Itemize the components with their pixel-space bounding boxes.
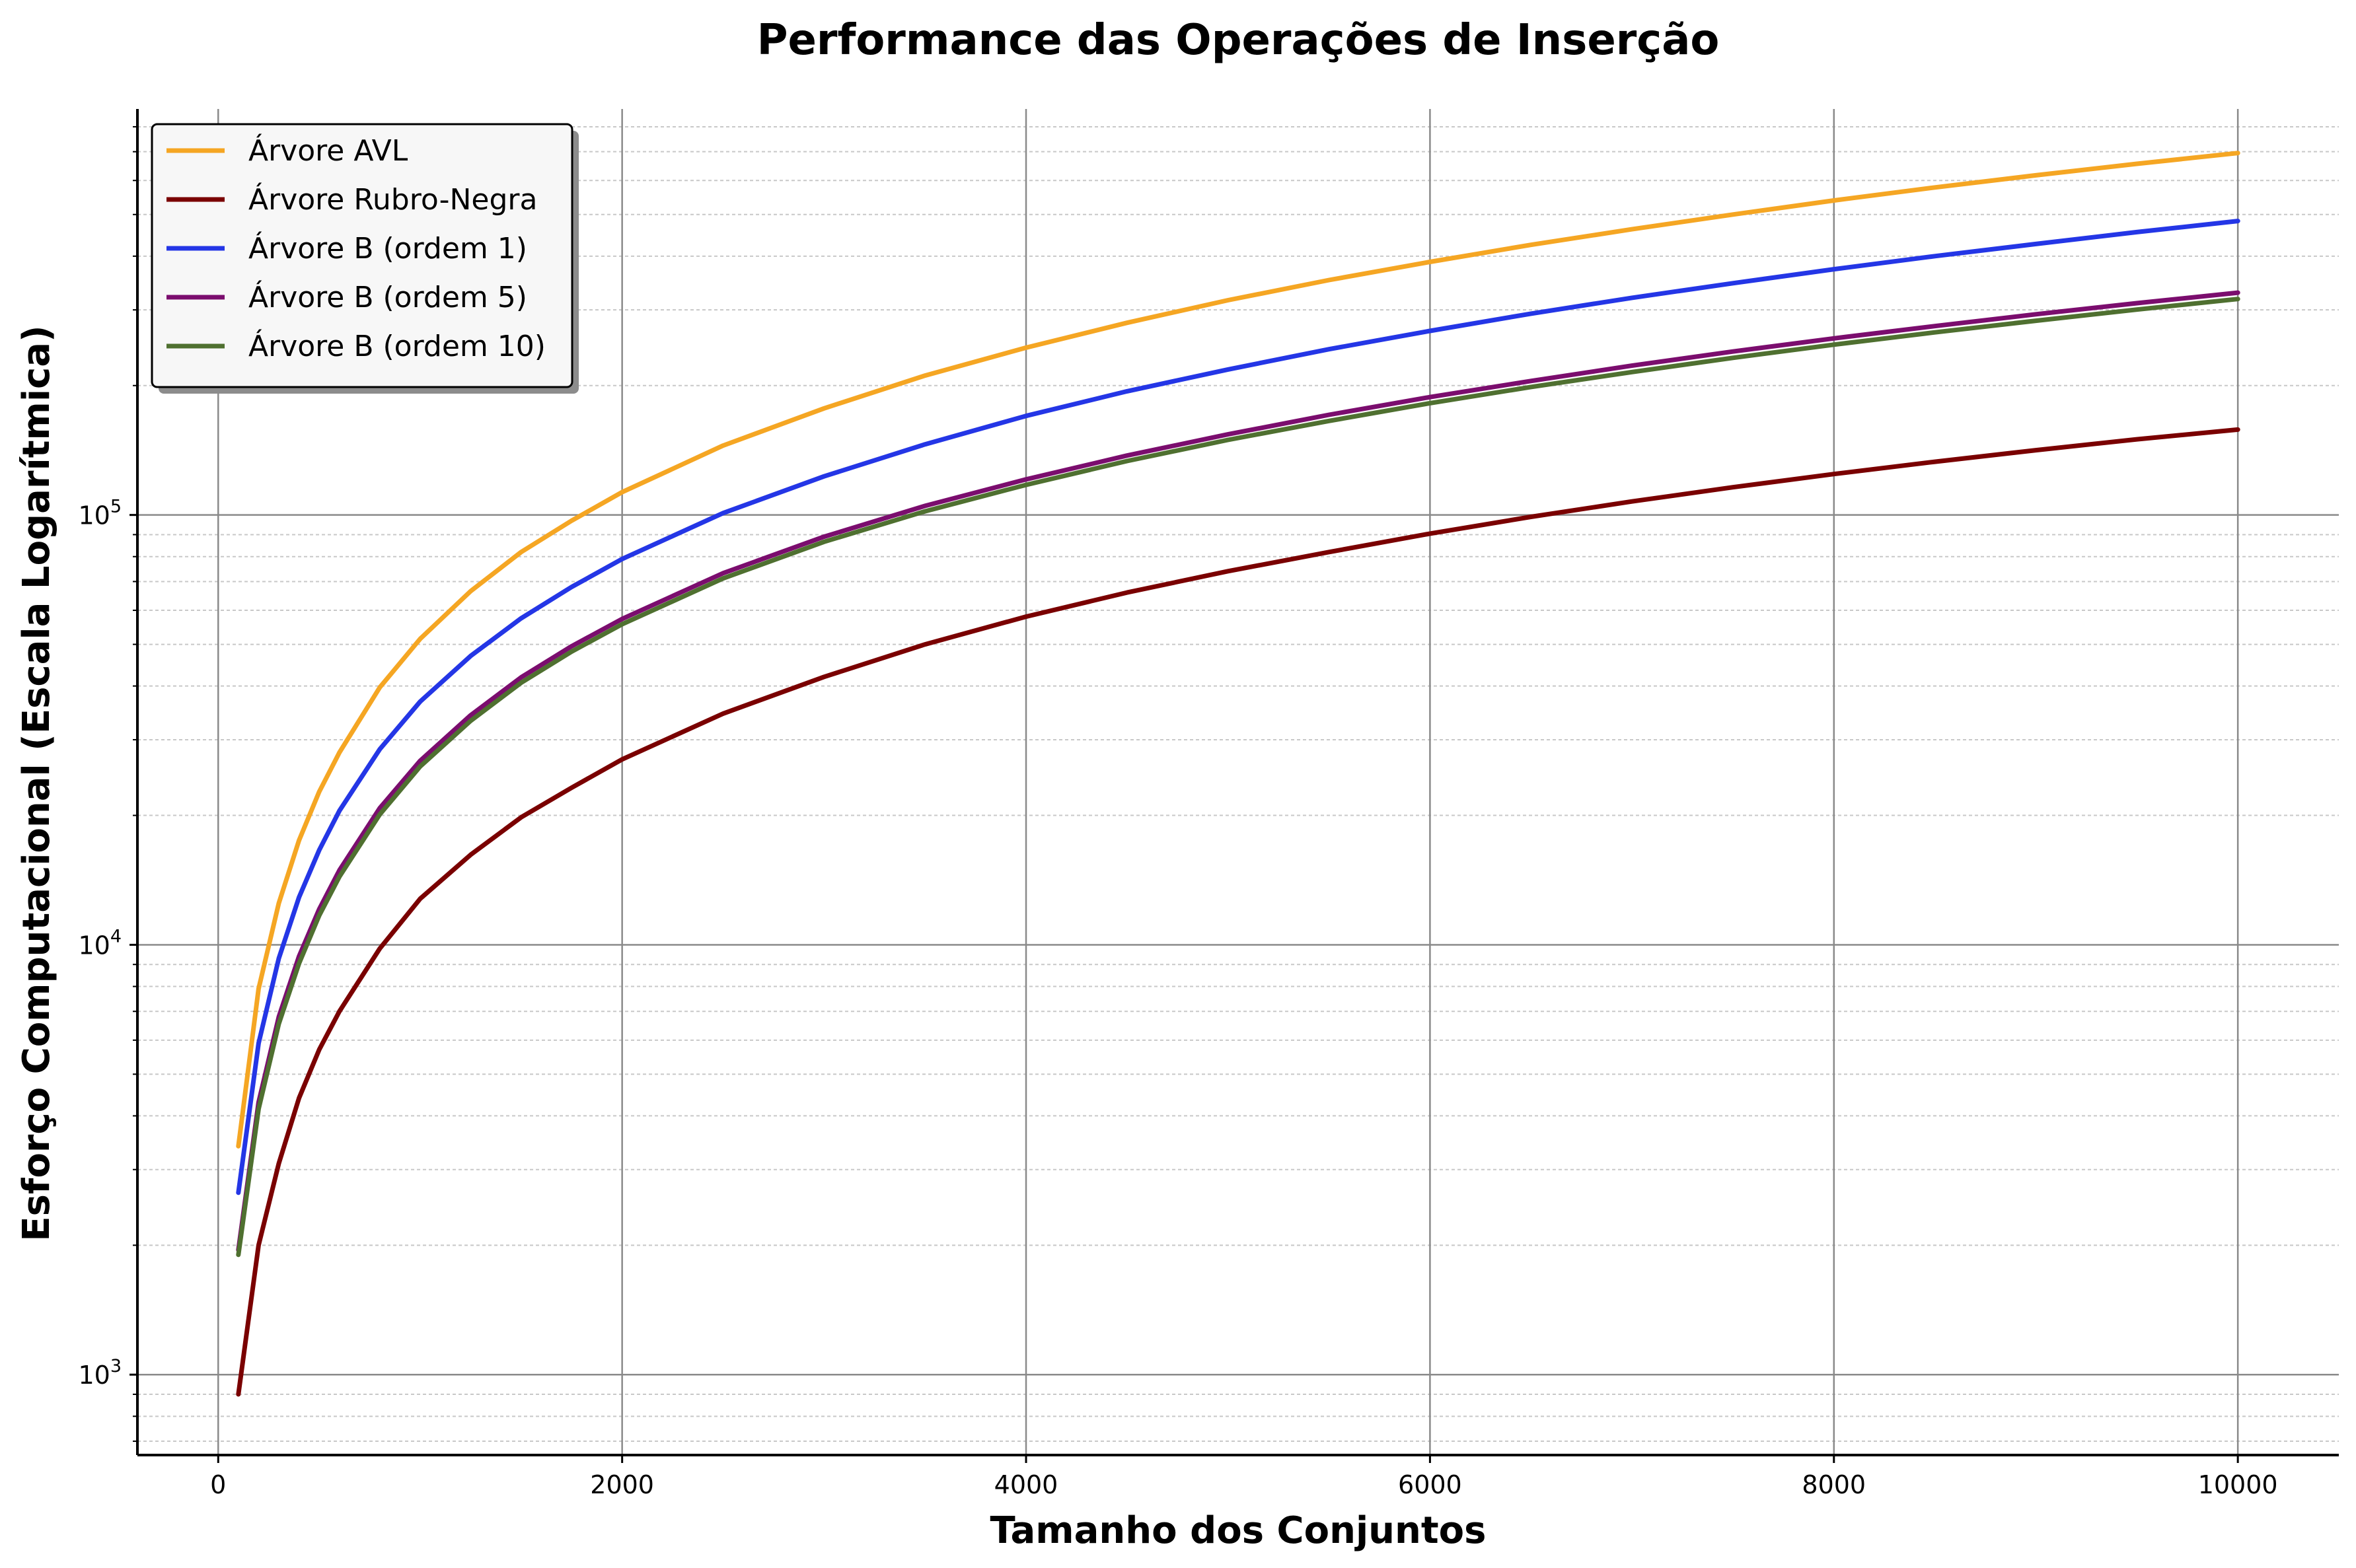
x-tick-label: 4000 (994, 1470, 1058, 1499)
x-tick-label: 0 (210, 1470, 226, 1499)
series-lines (236, 151, 2240, 1397)
x-tick-label: 2000 (590, 1470, 654, 1499)
legend-box (151, 123, 573, 388)
x-tick-label: 8000 (1802, 1470, 1866, 1499)
x-tick-label: 6000 (1398, 1470, 1462, 1499)
x-tick-label: 10000 (2198, 1470, 2278, 1499)
series-line-3 (236, 219, 2240, 1195)
series-line-4 (236, 290, 2240, 1252)
x-axis-label: Tamanho dos Conjuntos (990, 1509, 1487, 1552)
axes (129, 109, 2339, 1463)
legend-label: Árvore B (ordem 5) (248, 279, 527, 314)
chart-title: Performance das Operações de Inserção (757, 16, 1720, 65)
y-tick-label: 103 (78, 1356, 122, 1390)
grid-lines (137, 109, 2339, 1455)
series-line-2 (236, 427, 2240, 1397)
y-tick-label: 105 (78, 497, 122, 530)
legend: Árvore AVL Árvore Rubro-Negra Árvore B (or… (151, 123, 579, 394)
y-tick-label: 104 (78, 926, 122, 960)
series-line-5 (236, 297, 2240, 1258)
tick-labels: 103 104 105 0 2000 4000 6000 8000 10000 (78, 497, 2277, 1499)
series-line-1 (236, 151, 2240, 1149)
legend-label: Árvore B (ordem 1) (248, 231, 527, 266)
legend-label: Árvore B (ordem 10) (248, 328, 546, 363)
y-axis-label: Esforço Computacional (Escala Logarítmic… (15, 325, 58, 1241)
legend-label: Árvore AVL (248, 133, 408, 168)
legend-label: Árvore Rubro-Negra (248, 182, 537, 217)
